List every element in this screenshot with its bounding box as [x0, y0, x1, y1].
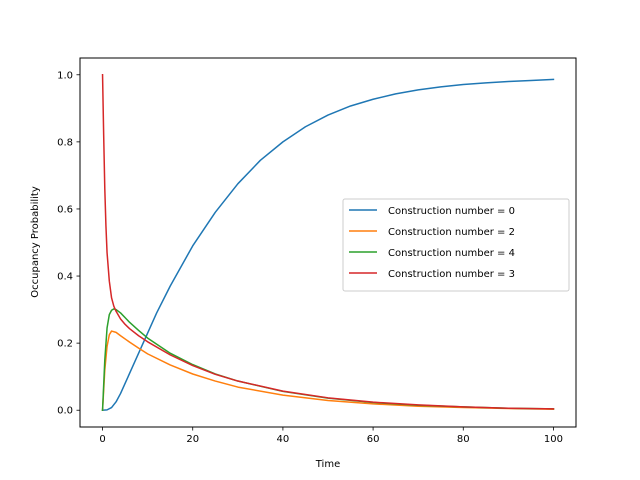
x-tick-label: 40 [277, 434, 290, 445]
legend-label-3: Construction number = 3 [388, 269, 515, 280]
series-layer [101, 74, 555, 412]
x-tick-label: 100 [544, 434, 563, 445]
series-line-3 [101, 74, 555, 410]
series-line-1 [101, 330, 555, 412]
x-axis-label: Time [315, 459, 340, 470]
x-tick-label: 0 [99, 434, 105, 445]
legend-label-0: Construction number = 0 [388, 206, 515, 217]
y-tick-label: 0.6 [57, 204, 73, 215]
x-tick-label: 80 [457, 434, 470, 445]
legend-box [342, 198, 570, 292]
y-tick-label: 0.0 [57, 406, 73, 417]
series-line-0 [101, 78, 555, 412]
y-tick-label: 0.2 [57, 339, 73, 350]
y-axis: 0.0 0.2 0.4 0.6 0.8 1.0 [57, 70, 80, 417]
x-tick-label: 20 [186, 434, 199, 445]
x-axis: 0 20 40 60 80 100 [99, 427, 563, 445]
x-tick-label: 60 [367, 434, 380, 445]
y-tick-label: 1.0 [57, 70, 73, 81]
y-tick-label: 0.8 [57, 137, 73, 148]
plot-frame [79, 57, 577, 428]
y-tick-label: 0.4 [57, 272, 73, 283]
legend-label-1: Construction number = 2 [388, 227, 515, 238]
legend: Construction number = 0 Construction numb… [342, 198, 570, 292]
legend-label-2: Construction number = 4 [388, 248, 515, 259]
y-axis-label: Occupancy Probability [30, 186, 41, 298]
